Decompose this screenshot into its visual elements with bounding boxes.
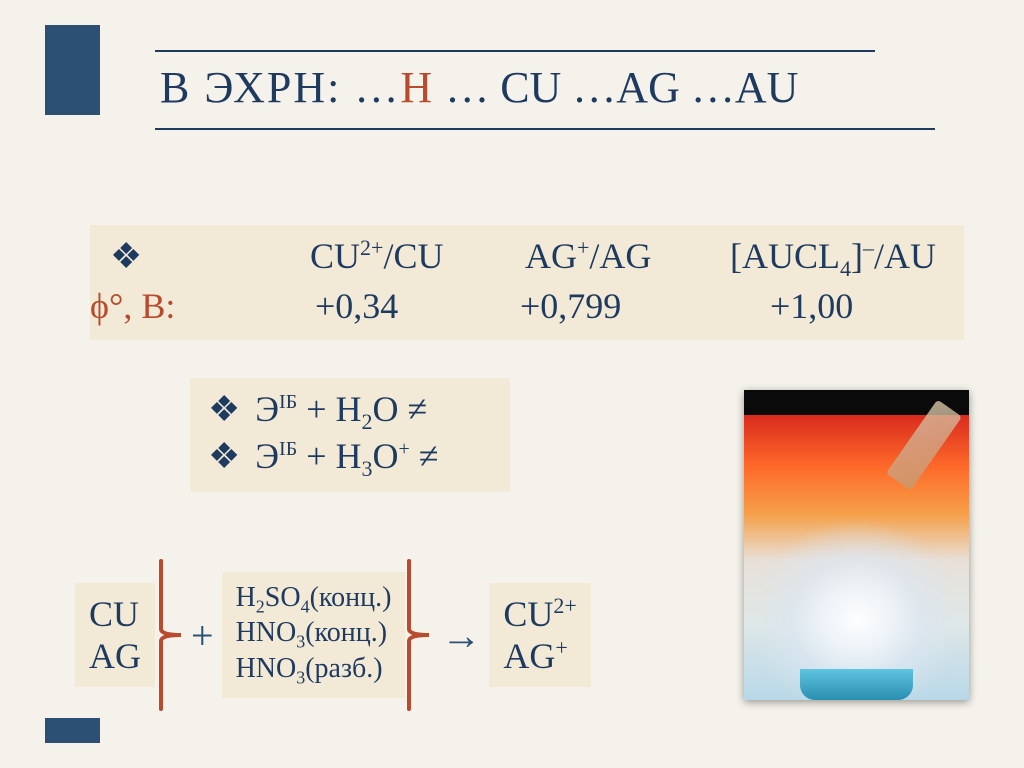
no-reaction-line-1: ❖ ЭIБ + H2O ≠ — [208, 388, 492, 435]
bracket-left-icon — [155, 555, 183, 715]
slide: В ЭХРН: …Н … CU …AG …AU ❖ CU2+/CU AG+/AG… — [0, 0, 1024, 768]
plus-sign: + — [191, 612, 214, 659]
right-bracket — [405, 555, 433, 715]
title-divider-bottom — [155, 128, 935, 130]
reactant-ag: AG — [89, 635, 141, 677]
test-tube — [886, 400, 962, 491]
product-ions-box: CU2+ AG+ — [489, 583, 590, 687]
potentials-pairs-row: ❖ CU2+/CU AG+/AG [AUCL4]–/AU — [110, 235, 150, 277]
top-accent-block — [45, 25, 100, 115]
title-suffix: … CU …AG …AU — [434, 63, 798, 112]
value-ag: +0,799 — [520, 285, 621, 327]
potentials-values-row: ϕ°, В: +0,34 +0,799 +1,00 — [90, 285, 175, 327]
acid-1: H2SO4(конц.) — [236, 582, 392, 618]
pair-au: [AUCL4]–/AU — [730, 235, 936, 282]
title-area: В ЭХРН: …Н … CU …AG …AU — [155, 50, 964, 130]
bottom-accent-block — [45, 718, 100, 743]
value-cu: +0,34 — [315, 285, 398, 327]
product-cu2: CU2+ — [503, 593, 576, 635]
beaker-liquid — [800, 669, 913, 700]
no-reaction-panel: ❖ ЭIБ + H2O ≠ ❖ ЭIБ + H3O+ ≠ — [190, 378, 510, 492]
title-highlight: Н — [400, 63, 434, 112]
bracket-right-icon — [405, 555, 433, 715]
no-reaction-line-2: ❖ ЭIБ + H3O+ ≠ — [208, 435, 492, 482]
pair-cu: CU2+/CU — [310, 235, 443, 277]
reactant-cu: CU — [89, 593, 141, 635]
left-bracket — [155, 555, 183, 715]
reaction-photo — [744, 390, 969, 700]
reaction-scheme: CU AG + H2SO4(конц.) HNO3(конц.) HNO3(ра… — [75, 555, 591, 715]
title-prefix: В ЭХРН: … — [160, 63, 400, 112]
acid-2: HNO3(конц.) — [236, 617, 392, 653]
value-au: +1,00 — [770, 285, 853, 327]
slide-title: В ЭХРН: …Н … CU …AG …AU — [155, 62, 964, 113]
arrow-sign: → — [441, 612, 481, 659]
bullet-icon: ❖ — [110, 236, 142, 276]
acids-box: H2SO4(конц.) HNO3(конц.) HNO3(разб.) — [222, 572, 406, 699]
phi-label: ϕ°, В: — [90, 286, 175, 326]
product-ag: AG+ — [503, 635, 576, 677]
acid-3: HNO3(разб.) — [236, 653, 392, 689]
potentials-panel: ❖ CU2+/CU AG+/AG [AUCL4]–/AU ϕ°, В: +0,3… — [90, 225, 964, 340]
reactant-metals-box: CU AG — [75, 583, 155, 687]
pair-ag: AG+/AG — [525, 235, 651, 277]
title-divider-top — [155, 50, 875, 52]
